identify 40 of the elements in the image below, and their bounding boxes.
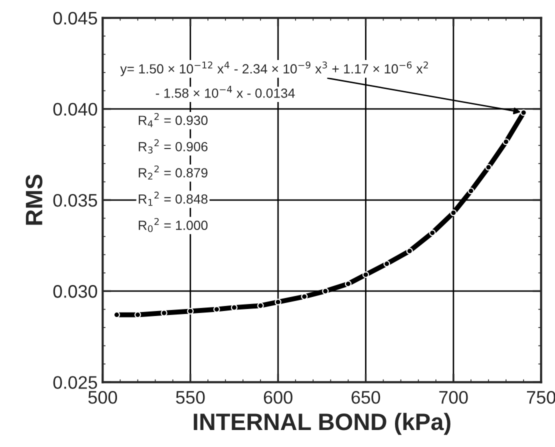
annotation: R$_{2}$$^{2}$ = 0.879 bbox=[138, 165, 208, 180]
x-tick-label: 500 bbox=[88, 390, 118, 404]
point bbox=[485, 164, 492, 171]
annotation: R$_{1}$$^{2}$ = 0.848 bbox=[138, 192, 208, 206]
point bbox=[362, 271, 370, 278]
point bbox=[322, 288, 329, 294]
point bbox=[187, 308, 194, 314]
annotation: R$_{0}$$^{2}$ = 1.000 bbox=[138, 218, 208, 232]
point bbox=[213, 306, 220, 313]
point bbox=[230, 304, 238, 311]
x-tick-label: 650 bbox=[352, 390, 380, 404]
y-tick-label: 0.025 bbox=[53, 376, 98, 389]
y-tick-label: 0.040 bbox=[53, 102, 98, 116]
annotation: R$_{3}$$^{2}$ = 0.906 bbox=[138, 139, 208, 154]
annotation: - 1.58 × 10$^{−4}$ x - 0.0134 bbox=[156, 86, 295, 98]
x-tick-label: 700 bbox=[439, 390, 468, 404]
point bbox=[160, 310, 168, 316]
y-tick-label: 0.045 bbox=[53, 12, 98, 25]
y-tick-label: 0.035 bbox=[53, 194, 98, 207]
y-axis-title: RMS bbox=[26, 174, 42, 225]
point bbox=[274, 298, 282, 306]
point bbox=[301, 293, 308, 300]
x-axis-title: INTERNAL BOND (kPa) bbox=[194, 412, 450, 435]
text: y= 1.50 × 10$^{−12}$ x$^{4}$ - 2.34 × 10$^{−9}$ x$^{3}$ + 1.17 × 10$^{−6}$ x$^{2}$ bbox=[120, 61, 428, 76]
point bbox=[257, 302, 264, 309]
point bbox=[383, 260, 390, 268]
point bbox=[406, 248, 413, 254]
annotation: R$_{4}$$^{2}$ = 0.930 bbox=[138, 112, 208, 128]
x-tick-label: 600 bbox=[264, 390, 292, 404]
point bbox=[134, 311, 142, 318]
point bbox=[468, 188, 474, 194]
point bbox=[502, 138, 510, 146]
point bbox=[520, 109, 527, 116]
y-tick-label: 0.030 bbox=[53, 285, 98, 298]
point bbox=[344, 280, 352, 288]
point bbox=[450, 209, 457, 216]
point bbox=[113, 311, 120, 318]
x-tick-label: 550 bbox=[176, 390, 205, 404]
point bbox=[429, 230, 436, 236]
x-tick-label: 750 bbox=[526, 390, 555, 404]
